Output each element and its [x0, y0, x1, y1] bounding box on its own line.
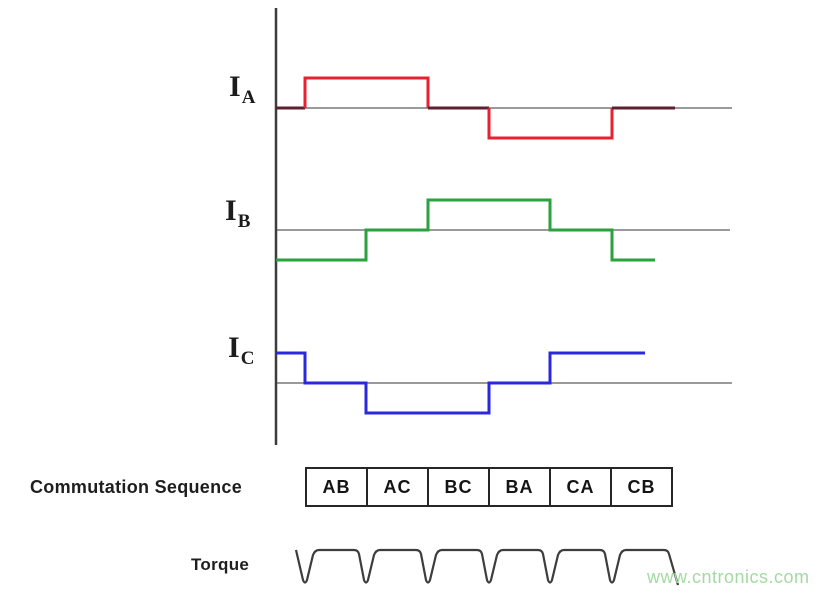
- ib-trace-0: [276, 198, 655, 262]
- phase-c-current-label: IC: [228, 331, 254, 369]
- ia-trace-1: [303, 76, 430, 108]
- phase-a-subscript: A: [241, 87, 256, 108]
- ia-trace-3: [487, 108, 614, 140]
- seq-cell-ac: AC: [366, 469, 427, 505]
- phase-b-subscript: B: [237, 211, 251, 232]
- torque-label: Torque: [191, 555, 250, 574]
- seq-cell-cb: CB: [610, 469, 671, 505]
- phase-c-subscript: C: [240, 348, 255, 369]
- seq-cell-bc: BC: [427, 469, 488, 505]
- seq-cell-ab: AB: [322, 476, 351, 497]
- phase-a-symbol: I: [229, 70, 241, 103]
- commutation-sequence-label: Commutation Sequence: [30, 477, 243, 497]
- phase-b-symbol: I: [225, 194, 237, 227]
- watermark-text: www.cntronics.com: [647, 567, 810, 587]
- phase-b-current-label: IB: [225, 194, 250, 232]
- phase-c-symbol: I: [228, 331, 240, 364]
- ic-trace-0: [276, 351, 645, 415]
- torque-waveform: [294, 548, 680, 586]
- seq-cell-ca: CA: [549, 469, 610, 505]
- commutation-sequence-table: AB AC BC BA CA CB: [305, 467, 673, 507]
- seq-cell-ba: BA: [488, 469, 549, 505]
- phase-a-current-label: IA: [229, 70, 255, 108]
